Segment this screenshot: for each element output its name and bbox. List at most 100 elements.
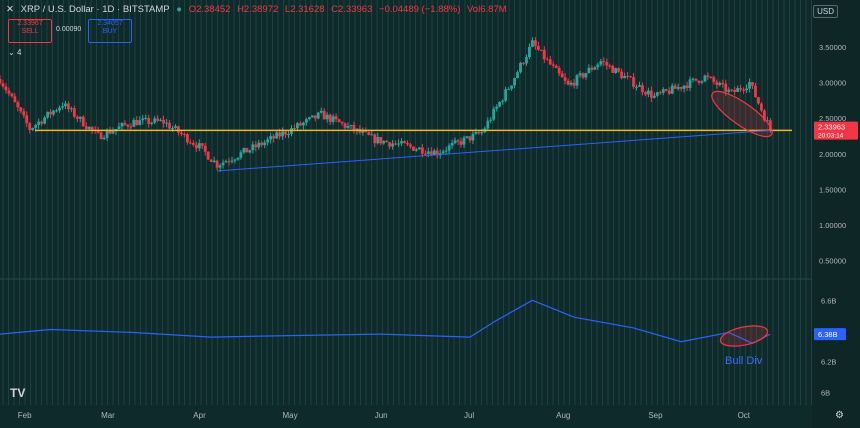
- candle-body: [361, 130, 365, 133]
- candle-body: [19, 107, 23, 112]
- tradingview-logo-icon: TV: [10, 386, 26, 400]
- candle-body: [299, 123, 302, 126]
- candle-body: [444, 150, 448, 152]
- candle-body: [96, 130, 100, 133]
- candle-body: [641, 85, 644, 93]
- gear-icon[interactable]: ⚙: [835, 410, 844, 421]
- price-tick-label: 1.00000: [819, 221, 846, 230]
- symbol-title[interactable]: XRP / U.S. Dollar · 1D · BITSTAMP: [20, 4, 170, 15]
- candle-body: [349, 125, 353, 127]
- candle-body: [257, 142, 261, 148]
- candle-body: [471, 133, 475, 141]
- candle-body: [462, 137, 466, 145]
- candle-body: [147, 117, 151, 124]
- candle-body: [340, 122, 344, 124]
- low-value: L2.31628: [284, 4, 325, 15]
- candle-body: [188, 142, 192, 144]
- chevron-down-icon: ⌄: [8, 48, 15, 57]
- bull-div-ellipse: [719, 325, 769, 347]
- candle-body: [611, 65, 615, 73]
- candle-body: [81, 116, 85, 127]
- candle-body: [126, 124, 130, 127]
- candle-body: [480, 132, 484, 134]
- status-dot-icon: ●: [176, 4, 183, 15]
- candle-body: [703, 75, 707, 82]
- candle-body: [510, 85, 513, 89]
- candle-body: [528, 46, 531, 58]
- candle-body: [566, 80, 570, 85]
- candle-body: [67, 103, 70, 110]
- candle-body: [263, 142, 267, 146]
- candle-body: [730, 89, 734, 91]
- buy-button[interactable]: 2.34057 BUY: [88, 19, 132, 43]
- candles: [0, 37, 772, 172]
- candle-body: [197, 143, 201, 149]
- candle-body: [736, 88, 740, 92]
- buy-label: BUY: [102, 28, 118, 35]
- candle-body: [679, 87, 683, 89]
- candle-body: [495, 106, 499, 109]
- candle-body: [144, 117, 148, 119]
- obv-tick-label: 6.2B: [821, 358, 836, 367]
- sell-button[interactable]: 2.33967 SELL: [8, 19, 52, 43]
- candle-body: [649, 90, 653, 98]
- candle-body: [275, 132, 279, 139]
- candle-body: [635, 86, 638, 88]
- candle-body: [364, 130, 368, 132]
- price-tick-label: 2.00000: [819, 150, 846, 159]
- candle-body: [0, 79, 2, 84]
- candle-body: [224, 161, 228, 163]
- candle-body: [447, 145, 451, 151]
- sell-price: 2.33967: [17, 20, 43, 27]
- currency-button[interactable]: USD: [813, 5, 838, 18]
- candle-body: [415, 149, 418, 151]
- candle-body: [450, 143, 454, 146]
- candle-body: [28, 123, 32, 130]
- candle-body: [191, 143, 195, 145]
- candle-body: [605, 62, 609, 66]
- candle-body: [522, 62, 525, 64]
- candle-body: [673, 85, 677, 89]
- collapse-x-icon[interactable]: ✕: [6, 4, 14, 15]
- candle-body: [557, 68, 561, 74]
- candle-body: [733, 89, 737, 92]
- candle-body: [542, 49, 546, 60]
- candle-body: [709, 76, 713, 78]
- candle-body: [10, 93, 14, 97]
- candle-body: [236, 157, 240, 160]
- candle-body: [453, 140, 457, 144]
- indicator-collapse-button[interactable]: ⌄ 4: [8, 48, 21, 57]
- candle-body: [584, 73, 588, 78]
- candle-body: [620, 71, 624, 79]
- candle-body: [676, 87, 680, 89]
- candle-body: [712, 77, 716, 82]
- candle-body: [745, 88, 748, 91]
- candle-body: [25, 115, 29, 124]
- candle-body: [251, 144, 255, 151]
- candle-body: [13, 96, 17, 103]
- candle-body: [87, 126, 91, 129]
- candle-body: [706, 75, 710, 77]
- candle-body: [697, 80, 701, 83]
- candle-body: [486, 120, 490, 129]
- candle-body: [272, 136, 276, 139]
- candle-body: [429, 151, 433, 156]
- candle-body: [507, 88, 511, 90]
- candle-body: [581, 73, 585, 78]
- candle-body: [159, 119, 163, 121]
- candle-body: [227, 161, 231, 163]
- volume-value: Vol6.87M: [467, 4, 507, 15]
- obv-value-text: 6.38B: [818, 330, 838, 339]
- candle-body: [426, 151, 430, 154]
- candle-body: [572, 82, 576, 86]
- candle-body: [667, 90, 671, 94]
- candle-body: [420, 147, 424, 154]
- candle-body: [551, 64, 555, 66]
- candle-body: [468, 136, 472, 141]
- candle-body: [328, 114, 332, 122]
- candle-body: [129, 126, 133, 128]
- candle-body: [593, 67, 597, 70]
- current-price-tag: [814, 121, 858, 140]
